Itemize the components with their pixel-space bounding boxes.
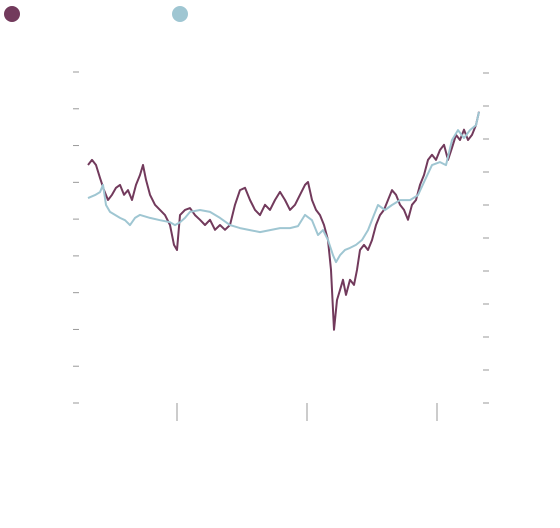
series-line [87, 111, 480, 264]
legend-marker [172, 6, 188, 22]
legend-marker [4, 6, 20, 22]
series-line [87, 111, 480, 331]
